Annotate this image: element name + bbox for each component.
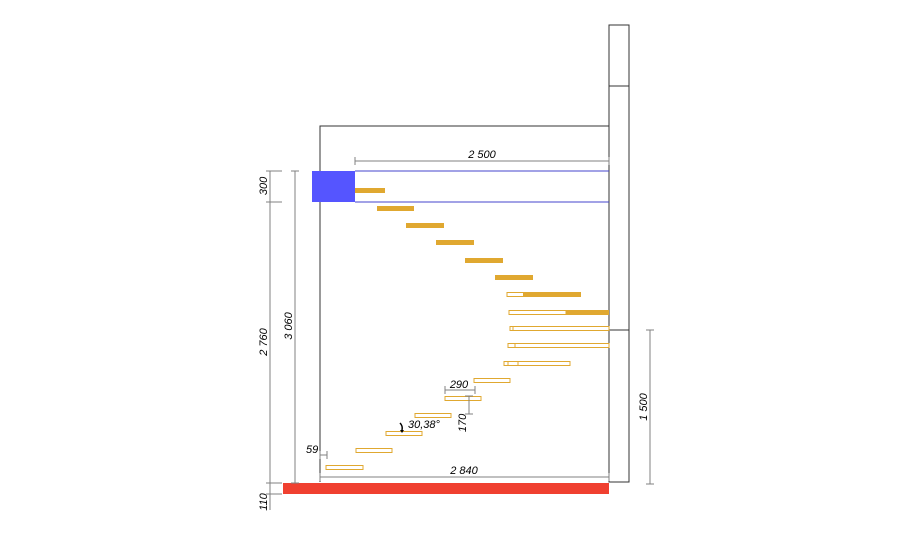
step-filled <box>465 258 503 263</box>
step-outline <box>503 361 571 366</box>
outlined-steps <box>325 292 610 470</box>
step-outline <box>506 292 525 297</box>
step-filled <box>436 240 474 245</box>
dim-slab-thickness-label: 300 <box>258 176 270 195</box>
dim-angle-label: 30,38° <box>408 419 441 431</box>
step-outline <box>508 310 567 315</box>
step-filled <box>406 223 444 228</box>
step-outline <box>507 343 610 348</box>
upper-slab-block <box>312 171 355 202</box>
step-outline <box>355 448 393 453</box>
angle-arc-icon <box>399 422 403 431</box>
step-filled <box>355 188 385 193</box>
dim-right-height-label: 1 500 <box>638 392 650 420</box>
step-filled <box>523 292 581 297</box>
step-outline <box>414 413 452 418</box>
angle-arrow-icon <box>400 430 404 433</box>
wall-column <box>608 24 630 483</box>
dim-total-height-label: 3 060 <box>283 311 295 339</box>
dim-floor-thickness-label: 110 <box>258 492 270 510</box>
floor-slab <box>283 483 609 494</box>
step-filled <box>377 206 414 211</box>
dim-floor-to-slab-label: 2 760 <box>258 327 270 356</box>
dim-bottom-width-label: 2 840 <box>449 465 478 477</box>
step-outline <box>444 396 482 401</box>
room-outline <box>319 125 609 482</box>
step-outline <box>509 326 610 331</box>
step-outline <box>473 378 511 383</box>
dim-offset-label: 59 <box>306 444 318 456</box>
filled-steps <box>355 188 609 315</box>
step-filled <box>495 275 533 280</box>
dimension-lines <box>266 157 654 510</box>
step-outline <box>325 465 364 470</box>
dim-riser-label: 170 <box>457 413 469 432</box>
dim-top-width-label: 2 500 <box>467 149 496 161</box>
step-filled <box>566 310 609 315</box>
dim-tread-label: 290 <box>449 379 469 391</box>
step-outline <box>385 431 423 436</box>
